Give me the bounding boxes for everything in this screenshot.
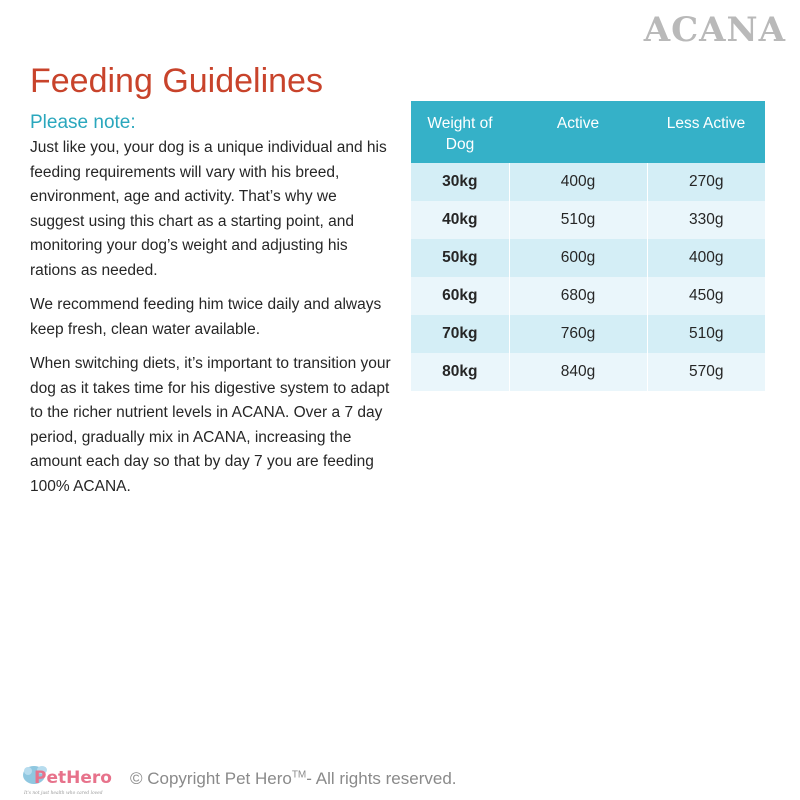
less-active-cell: 400g (647, 239, 765, 277)
weight-cell: 60kg (411, 277, 510, 315)
less-active-cell: 330g (647, 201, 765, 239)
column-header-weight: Weight of Dog (411, 101, 509, 163)
weight-cell: 50kg (411, 239, 510, 277)
less-active-cell: 270g (647, 163, 765, 201)
copyright-suffix: - All rights reserved. (306, 769, 457, 788)
weight-cell: 30kg (411, 163, 510, 201)
less-active-cell: 450g (647, 277, 765, 315)
trademark-mark: TM (291, 769, 307, 781)
table-row: 50kg 600g 400g (411, 239, 765, 277)
footer: PetHero It's not just health who cared l… (20, 760, 457, 798)
active-cell: 680g (509, 277, 648, 315)
less-active-cell: 510g (647, 315, 765, 353)
logo-bubble-shape (37, 766, 47, 774)
weight-cell: 40kg (411, 201, 510, 239)
logo-tagline: It's not just health who cared loved (23, 791, 103, 796)
copyright-text: © Copyright Pet HeroTM- All rights reser… (130, 769, 457, 789)
active-cell: 840g (509, 353, 648, 391)
page-title: Feeding Guidelines (30, 62, 323, 100)
less-active-cell: 570g (647, 353, 765, 391)
intro-paragraph: Just like you, your dog is a unique indi… (30, 139, 387, 279)
weight-cell: 80kg (411, 353, 510, 391)
column-header-active: Active (509, 101, 647, 163)
column-header-less-active: Less Active (647, 101, 765, 163)
table-row: 30kg 400g 270g (411, 163, 765, 201)
active-cell: 760g (509, 315, 648, 353)
logo-bubble-shape (24, 767, 32, 775)
table-row: 70kg 760g 510g (411, 315, 765, 353)
pet-hero-logo: PetHero It's not just health who cared l… (23, 766, 112, 796)
weight-cell: 70kg (411, 315, 510, 353)
acana-logo: ACANA (643, 10, 786, 50)
active-cell: 600g (509, 239, 648, 277)
active-cell: 400g (509, 163, 648, 201)
diet-transition-paragraph: When switching diets, it’s important to … (30, 355, 391, 495)
intro-section: Please note: Just like you, your dog is … (30, 110, 395, 509)
copyright-prefix: © Copyright Pet Hero (130, 769, 292, 788)
feeding-frequency-paragraph: We recommend feeding him twice daily and… (30, 296, 382, 338)
feeding-table: Weight of Dog Active Less Active 30kg 40… (411, 101, 765, 391)
table-header-row: Weight of Dog Active Less Active (411, 101, 765, 163)
table-row: 80kg 840g 570g (411, 353, 765, 391)
table-row: 40kg 510g 330g (411, 201, 765, 239)
table-row: 60kg 680g 450g (411, 277, 765, 315)
active-cell: 510g (509, 201, 648, 239)
note-heading: Please note: (30, 112, 136, 133)
logo-wordmark: PetHero (34, 768, 112, 788)
